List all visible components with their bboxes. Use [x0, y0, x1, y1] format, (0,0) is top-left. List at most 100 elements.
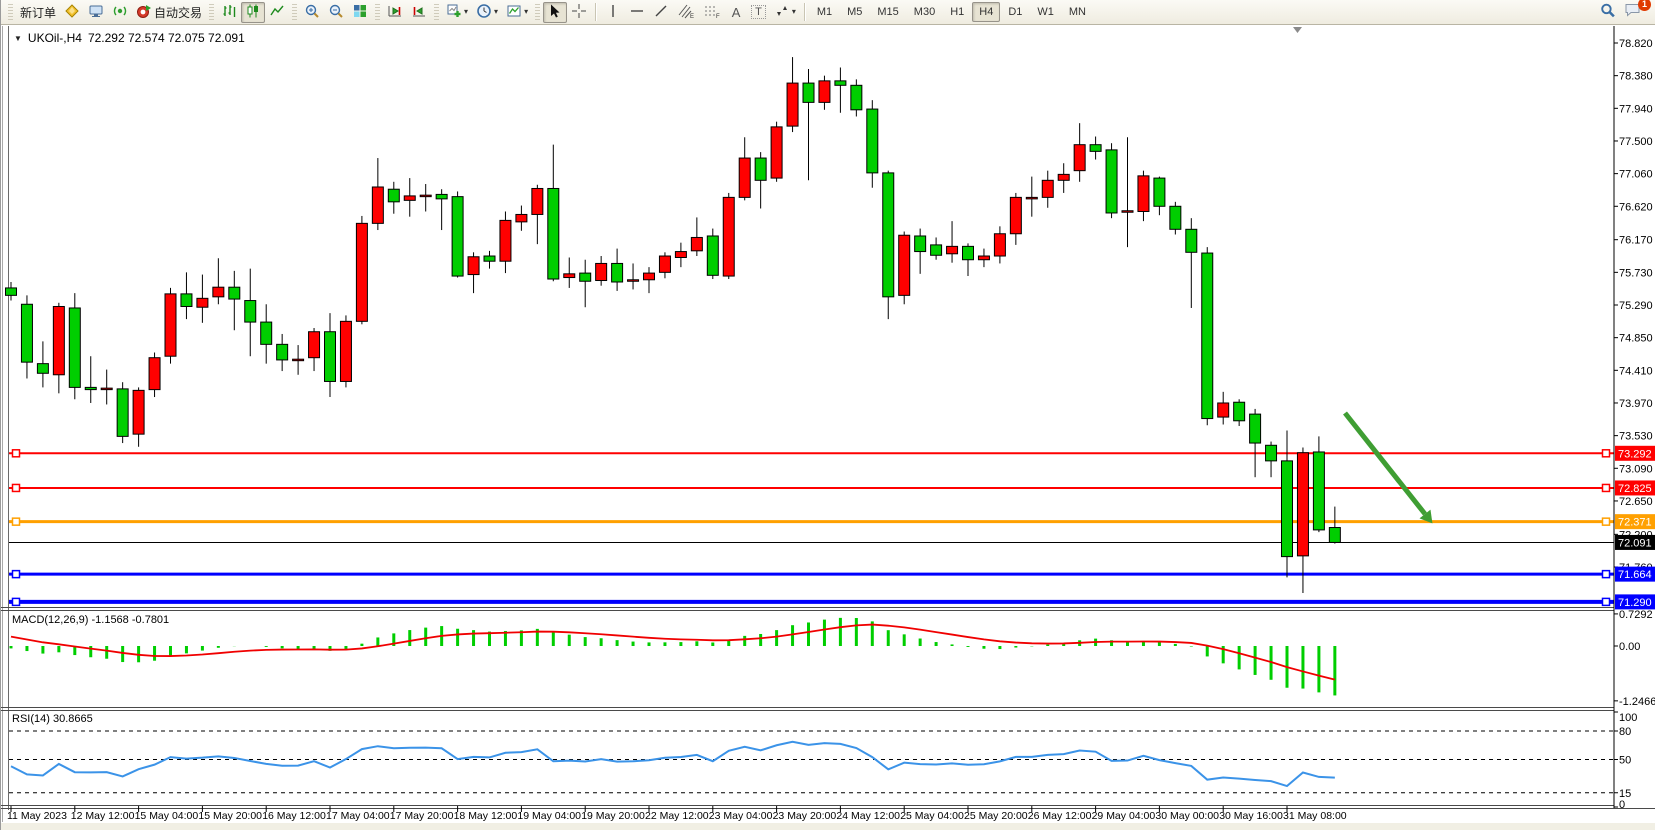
crosshair-button[interactable] — [567, 2, 591, 23]
timeframe-h1[interactable]: H1 — [943, 2, 971, 22]
candle-chart-button[interactable] — [241, 1, 266, 23]
rsi-axis-label: 50 — [1619, 755, 1631, 767]
new-order-button[interactable]: 新订单 — [16, 2, 60, 23]
chart-symbol-period: UKOil-,H4 — [27, 31, 82, 45]
arrows-icon — [774, 3, 790, 22]
down-arrow-annotation[interactable] — [1343, 411, 1433, 524]
line-anchor-handle[interactable] — [11, 449, 21, 458]
zoom-in-button[interactable] — [300, 2, 324, 23]
toolbar-grip — [209, 3, 215, 21]
candles-layer — [5, 57, 1341, 593]
price-tick-label: 78.380 — [1619, 71, 1653, 83]
time-axis-label: 23 May 20:00 — [773, 810, 837, 822]
timeframe-group: M1 M5 M15 M30 H1 H4 D1 W1 MN — [810, 2, 1093, 22]
gem-button[interactable] — [60, 2, 84, 23]
new-chart-button[interactable]: ▾ — [442, 2, 472, 23]
autotrade-label: 自动交易 — [154, 5, 203, 20]
candle-body — [563, 273, 576, 279]
arrows-button[interactable]: ▾ — [770, 2, 800, 23]
candle-body — [818, 80, 831, 103]
candle-body — [20, 303, 33, 363]
market-watch-button[interactable] — [84, 2, 108, 23]
autotrade-button[interactable]: 自动交易 — [132, 2, 206, 23]
time-axis[interactable]: 11 May 2023 12 May 12:00 15 May 04:00 15 Ma… — [1, 806, 1655, 830]
line-anchor-handle[interactable] — [11, 597, 21, 607]
candle-body — [1281, 460, 1293, 558]
timeframe-m5[interactable]: M5 — [840, 2, 869, 22]
template-button[interactable]: ▾ — [502, 2, 532, 23]
time-axis-label: 18 May 12:00 — [454, 810, 518, 822]
zoom-out-button[interactable] — [324, 2, 348, 23]
text-icon: A — [731, 4, 741, 20]
candle-body — [483, 255, 496, 262]
trendline-button[interactable] — [649, 2, 673, 23]
candle-body — [180, 293, 193, 307]
line-anchor-handle[interactable] — [1601, 517, 1611, 526]
toolbar-separator — [803, 3, 806, 21]
candle-body — [228, 286, 241, 300]
candle-body — [260, 321, 273, 345]
fibonacci-button[interactable]: F — [699, 2, 725, 23]
vertical-line-button[interactable] — [601, 2, 625, 23]
collapse-arrow-icon[interactable]: ▼ — [14, 33, 22, 43]
time-axis-label: 11 May 2023 — [7, 810, 67, 822]
candle-body — [324, 331, 336, 382]
cursor-icon — [547, 3, 563, 22]
signal-button[interactable] — [108, 2, 132, 23]
timeframe-m1[interactable]: M1 — [810, 2, 839, 22]
candle-body — [148, 357, 161, 391]
period-clock-button[interactable]: ▾ — [472, 2, 502, 23]
horizontal-line-icon — [629, 3, 645, 22]
svg-text:E: E — [690, 14, 694, 19]
rsi-axis-label: 0 — [1619, 799, 1625, 811]
window-bottom-strip — [1, 823, 1655, 830]
signal-icon — [112, 3, 128, 22]
line-anchor-handle[interactable] — [1601, 597, 1611, 607]
search-button[interactable] — [1595, 2, 1620, 23]
candle-body — [770, 126, 783, 179]
candle-body — [100, 387, 113, 391]
timeframe-h4[interactable]: H4 — [972, 2, 1001, 22]
timeframe-m15[interactable]: M15 — [870, 2, 905, 22]
cursor-button[interactable] — [543, 1, 568, 23]
line-anchor-handle[interactable] — [11, 483, 21, 493]
price-badge — [1615, 594, 1655, 610]
line-anchor-handle[interactable] — [11, 569, 21, 579]
text-label-button[interactable]: T — [747, 2, 770, 23]
line-anchor-handle[interactable] — [1601, 483, 1611, 493]
notification-badge[interactable]: 1 — [1638, 0, 1651, 11]
chart-shift-marker[interactable] — [1293, 27, 1302, 33]
timeframe-m30[interactable]: M30 — [907, 2, 942, 22]
channel-button[interactable]: E — [673, 2, 699, 23]
candle-body — [658, 255, 671, 273]
timeframe-d1[interactable]: D1 — [1001, 2, 1029, 22]
candle-body — [276, 343, 289, 361]
text-button[interactable]: A — [725, 2, 747, 23]
line-anchor-handle[interactable] — [1601, 569, 1611, 579]
time-axis-label: 29 May 04:00 — [1092, 810, 1156, 822]
time-axis-label: 12 May 12:00 — [71, 810, 135, 822]
timeframe-mn[interactable]: MN — [1062, 2, 1093, 22]
line-chart-button[interactable] — [265, 2, 289, 23]
auto-scroll-button[interactable] — [383, 2, 407, 23]
gem-icon — [64, 3, 80, 22]
candle-body — [1041, 179, 1054, 198]
line-anchor-handle[interactable] — [1601, 449, 1611, 458]
line-anchor-handle[interactable] — [11, 517, 21, 526]
horizontal-line-button[interactable] — [625, 2, 649, 23]
timeframe-w1[interactable]: W1 — [1030, 2, 1061, 22]
candle-body — [5, 287, 17, 296]
tile-windows-button[interactable] — [348, 2, 372, 23]
chart-shift-button[interactable] — [407, 2, 431, 23]
chart-shift-icon — [411, 3, 427, 22]
candle-body — [1328, 527, 1341, 543]
price-badge-label: 73.292 — [1618, 448, 1652, 460]
chart-background — [1, 26, 1655, 830]
candle-body — [339, 320, 352, 382]
price-tick-label: 72.650 — [1619, 496, 1653, 508]
candle-body — [435, 193, 448, 200]
candle-body — [515, 213, 528, 223]
bar-chart-button[interactable] — [217, 2, 241, 23]
candle-body — [914, 235, 927, 253]
